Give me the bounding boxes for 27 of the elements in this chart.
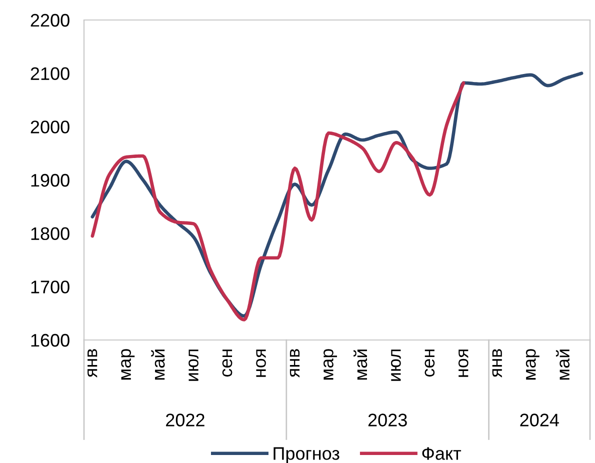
- x-tick-label: ноя: [256, 350, 266, 377]
- y-tick-label: 1800: [31, 227, 70, 240]
- y-tick-label: 1700: [31, 280, 70, 294]
- y-tick-label: 1600: [31, 334, 70, 347]
- x-tick-label: май: [556, 350, 570, 380]
- x-tick-label: мар: [526, 349, 540, 380]
- x-tick-label: мар: [121, 349, 135, 380]
- x-tick-label: янв: [290, 349, 300, 378]
- y-tick-label: 2100: [30, 67, 70, 80]
- text: 2023: [368, 414, 407, 426]
- x-tick-label: июл: [390, 350, 401, 381]
- x-tick-label: июл: [188, 350, 198, 381]
- x-tick-label: сен: [424, 350, 435, 377]
- text: 2022: [166, 414, 204, 426]
- x-tick-label: май: [354, 350, 368, 380]
- y-tick-label: 2000: [30, 120, 70, 134]
- y-tick-label: 2200: [30, 14, 70, 27]
- x-tick-label: янв: [492, 349, 502, 378]
- x-tick-label: сен: [222, 350, 232, 377]
- x-tick-label: май: [151, 350, 165, 380]
- legend-label: Факт: [422, 447, 462, 460]
- legend-label: Прогноз: [274, 447, 340, 463]
- text: 2024: [520, 414, 559, 426]
- y-tick-label: 1900: [31, 174, 70, 187]
- x-tick-label: ноя: [458, 350, 468, 377]
- x-tick-label: мар: [324, 349, 337, 380]
- x-tick-label: янв: [88, 349, 98, 378]
